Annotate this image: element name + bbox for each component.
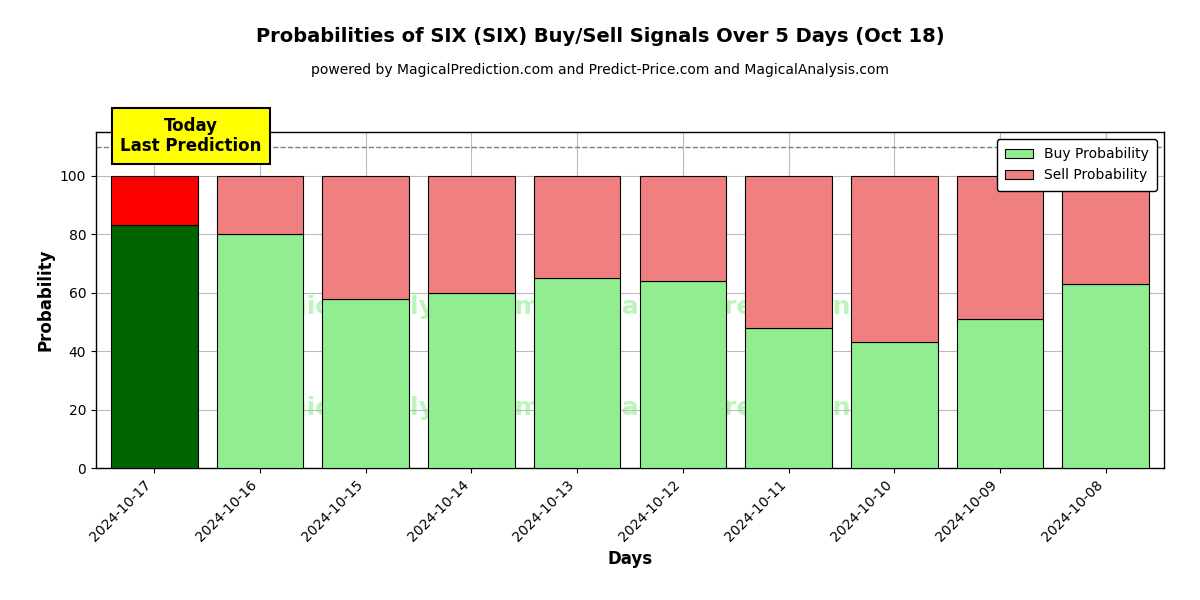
Bar	[745, 176, 832, 328]
Bar	[216, 234, 304, 468]
Bar	[428, 293, 515, 468]
Bar	[534, 176, 620, 278]
Bar	[640, 281, 726, 468]
Bar	[110, 226, 198, 468]
Text: Today
Last Prediction: Today Last Prediction	[120, 116, 262, 155]
Text: powered by MagicalPrediction.com and Predict-Price.com and MagicalAnalysis.com: powered by MagicalPrediction.com and Pre…	[311, 63, 889, 77]
Bar	[534, 278, 620, 468]
Bar	[745, 328, 832, 468]
X-axis label: Days: Days	[607, 550, 653, 568]
Bar	[323, 299, 409, 468]
Bar	[956, 176, 1044, 319]
Text: MagicalAnalysis.com: MagicalAnalysis.com	[248, 295, 542, 319]
Text: MagicalAnalysis.com: MagicalAnalysis.com	[248, 395, 542, 419]
Bar	[323, 176, 409, 299]
Bar	[851, 176, 937, 343]
Bar	[428, 176, 515, 293]
Bar	[110, 176, 198, 226]
Text: MagicalPrediction.com: MagicalPrediction.com	[598, 395, 919, 419]
Bar	[956, 319, 1044, 468]
Text: MagicalPrediction.com: MagicalPrediction.com	[598, 295, 919, 319]
Bar	[640, 176, 726, 281]
Legend: Buy Probability, Sell Probability: Buy Probability, Sell Probability	[997, 139, 1157, 191]
Bar	[1062, 176, 1150, 284]
Bar	[216, 176, 304, 234]
Text: Probabilities of SIX (SIX) Buy/Sell Signals Over 5 Days (Oct 18): Probabilities of SIX (SIX) Buy/Sell Sign…	[256, 27, 944, 46]
Y-axis label: Probability: Probability	[36, 249, 54, 351]
Bar	[1062, 284, 1150, 468]
Bar	[851, 343, 937, 468]
